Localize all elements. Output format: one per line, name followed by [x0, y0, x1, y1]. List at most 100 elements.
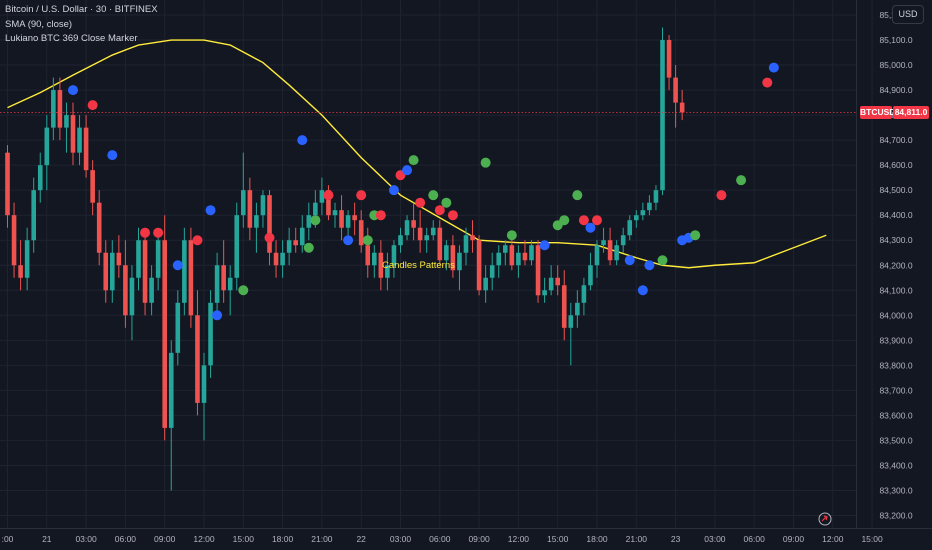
candle-body — [470, 235, 475, 241]
candle-body — [70, 115, 76, 153]
candle-body — [555, 277, 560, 286]
candle — [679, 90, 685, 121]
candle-body — [404, 220, 410, 236]
candle-body — [614, 245, 619, 261]
go-to-realtime-icon[interactable] — [818, 512, 832, 526]
candle-body — [254, 215, 259, 228]
candle — [247, 177, 253, 241]
candle — [535, 240, 541, 303]
candle — [188, 227, 194, 328]
candle-body — [332, 210, 338, 216]
candle — [5, 145, 10, 228]
candle-body — [90, 170, 95, 203]
candle — [201, 352, 207, 441]
marker-blue — [388, 185, 399, 196]
candle — [142, 227, 148, 316]
candle-body — [24, 240, 30, 278]
candle — [208, 290, 213, 378]
time-tick-label: 03:00 — [390, 534, 412, 544]
candle — [489, 252, 495, 291]
candle-body — [489, 265, 495, 278]
candle-body — [503, 245, 508, 253]
candle-body — [529, 245, 534, 261]
candle-body — [326, 190, 331, 216]
candle-body — [168, 352, 174, 428]
candle — [273, 240, 279, 278]
candle — [18, 240, 23, 291]
candle — [542, 277, 547, 303]
sma-line-layer — [7, 39, 827, 269]
price-axis[interactable]: 85,200.085,100.085,000.084,900.084,800.0… — [879, 10, 912, 520]
candle — [136, 227, 141, 291]
marker-red — [140, 227, 151, 238]
candle-body — [142, 240, 148, 303]
sma-line — [7, 39, 827, 269]
candle — [522, 240, 528, 266]
price-tick-label: 83,700.0 — [879, 385, 912, 395]
marker-blue — [624, 255, 635, 266]
marker-green — [559, 215, 570, 226]
candle-body — [234, 215, 240, 278]
currency-button[interactable]: USD — [892, 5, 924, 24]
candle — [319, 177, 325, 216]
candle-body — [450, 245, 456, 271]
marker-green — [362, 235, 373, 246]
candle — [77, 115, 82, 166]
candle-body — [293, 240, 298, 246]
legend-indicator[interactable]: Lukiano BTC 369 Close Marker — [5, 33, 138, 44]
candle — [64, 102, 69, 153]
time-tick-label: 09:00 — [154, 534, 176, 544]
candle-body — [280, 252, 285, 266]
candle — [601, 227, 606, 253]
candle — [575, 290, 580, 328]
candle — [660, 27, 665, 196]
candle — [155, 227, 161, 291]
candle-body — [653, 190, 659, 203]
candle — [640, 202, 646, 221]
price-tick-label: 84,500.0 — [879, 185, 912, 195]
candle-body — [424, 235, 429, 241]
candle — [555, 265, 560, 296]
candle-body — [627, 220, 633, 236]
legend-sma[interactable]: SMA (90, close) — [5, 18, 73, 30]
price-tick-label: 84,400.0 — [879, 210, 912, 220]
candle — [162, 215, 167, 441]
candle-body — [476, 240, 482, 291]
time-tick-label: 09:00 — [468, 534, 490, 544]
candle — [332, 202, 338, 228]
time-tick-label: 03:00 — [75, 534, 97, 544]
candle-body — [162, 240, 167, 428]
candle — [70, 102, 76, 166]
marker-green — [310, 215, 321, 226]
legend-symbol[interactable]: Bitcoin / U.S. Dollar · 30 · BITFINEX — [5, 4, 158, 15]
price-tick-label: 83,600.0 — [879, 410, 912, 420]
candle-body — [666, 40, 672, 78]
time-tick-label: 23 — [671, 534, 681, 544]
candle — [31, 177, 36, 253]
candle-body — [601, 240, 606, 246]
candle — [293, 227, 298, 253]
last-price-tag: 84,811.0 — [893, 105, 929, 119]
time-tick-label: 15:00 — [861, 534, 883, 544]
candle-body — [516, 252, 521, 266]
candle — [260, 190, 266, 228]
marker-blue — [172, 260, 183, 271]
symbol-price-tag: BTCUSD — [860, 105, 896, 119]
candle — [548, 265, 554, 296]
candle — [385, 252, 390, 291]
marker-blue — [402, 165, 413, 176]
candle — [666, 35, 672, 91]
candle — [516, 245, 521, 278]
candle — [182, 227, 187, 316]
marker-blue — [539, 240, 550, 251]
candle-body — [509, 245, 515, 266]
candle — [149, 265, 154, 316]
marker-red — [434, 205, 445, 216]
marker-green — [441, 197, 452, 208]
candle — [509, 235, 515, 271]
candle-body — [44, 127, 50, 166]
price-tick-label: 83,300.0 — [879, 485, 912, 495]
time-axis[interactable]: :00 21 03:00 06:00 09:00 12:00 15:00 18:00 21:00… — [2, 534, 883, 544]
candle-body — [96, 202, 102, 253]
